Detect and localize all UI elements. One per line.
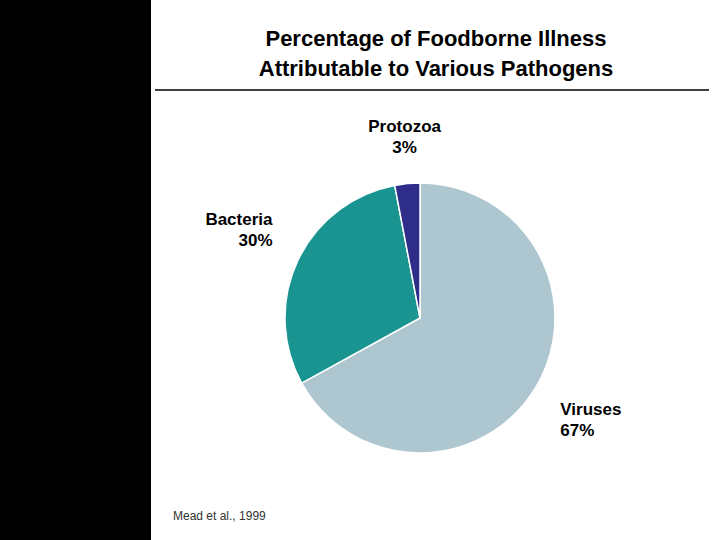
footnote: Mead et al., 1999	[173, 509, 266, 523]
slice-label-name: Viruses	[560, 400, 621, 419]
side-panel	[0, 0, 151, 540]
slice-label-name: Protozoa	[368, 117, 441, 136]
slice-label-value: 30%	[238, 231, 272, 250]
slice-label-value: 67%	[560, 421, 594, 440]
chart-container: Percentage of Foodborne Illness Attributa…	[0, 0, 720, 540]
title-rule	[155, 89, 709, 91]
slice-label-name: Bacteria	[205, 210, 273, 229]
slice-label: Viruses 67%	[560, 400, 621, 440]
slice-label: Protozoa 3%	[368, 117, 441, 157]
pie-slice	[395, 183, 420, 318]
slice-label: Bacteria 30%	[205, 210, 273, 250]
background	[0, 0, 720, 540]
title-line: Percentage of Foodborne Illness	[265, 26, 606, 51]
slice-label-value: 3%	[392, 138, 417, 157]
pie	[285, 183, 555, 453]
title: Percentage of Foodborne Illness Attributa…	[259, 26, 613, 81]
chart-svg: Percentage of Foodborne Illness Attributa…	[0, 0, 720, 540]
title-line: Attributable to Various Pathogens	[259, 56, 613, 81]
